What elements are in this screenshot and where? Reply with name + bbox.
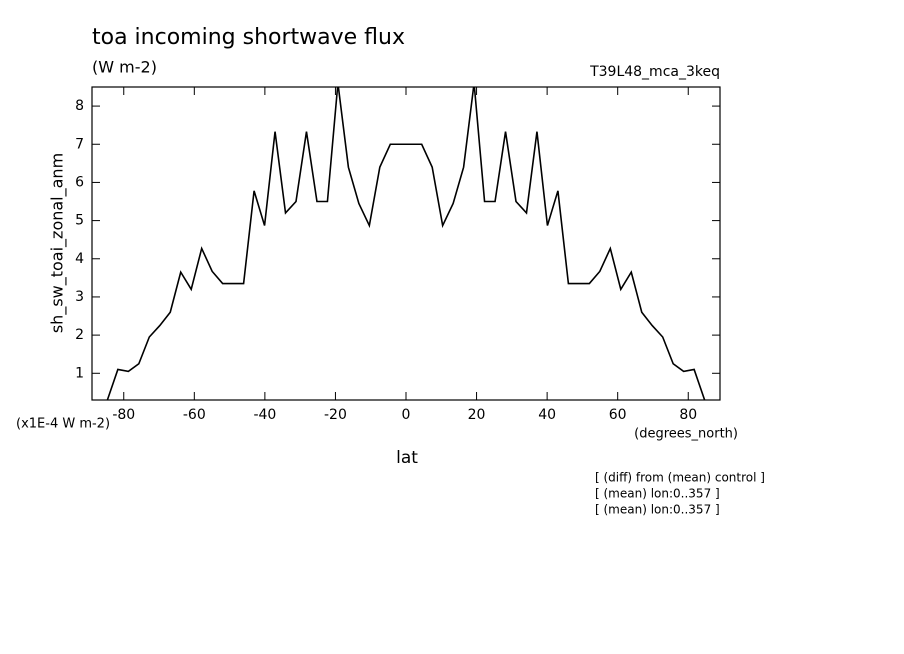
x-units: (degrees_north) <box>634 427 738 442</box>
subtitle: (W m-2) <box>92 58 157 77</box>
x-axis-label: lat <box>396 448 418 468</box>
x-tick-label: -40 <box>253 407 276 423</box>
data-line <box>106 87 706 400</box>
x-tick-label: 20 <box>468 407 486 423</box>
annotation: [ (mean) lon:0..357 ] <box>595 487 720 501</box>
x-tick-label: -60 <box>183 407 206 423</box>
run-label: T39L48_mca_3keq <box>589 64 720 80</box>
y-tick-label: 8 <box>75 98 84 114</box>
x-tick-label: 80 <box>679 407 697 423</box>
y-tick-label: 5 <box>75 213 84 229</box>
y-tick-label: 6 <box>75 174 84 190</box>
x-tick-label: 40 <box>538 407 556 423</box>
chart-title: toa incoming shortwave flux <box>92 25 405 50</box>
annotation: [ (mean) lon:0..357 ] <box>595 503 720 517</box>
x-tick-label: 60 <box>609 407 627 423</box>
y-scale-note: (x1E-4 W m-2) <box>16 417 110 432</box>
x-tick-label: -80 <box>112 407 135 423</box>
y-tick-label: 3 <box>75 289 84 305</box>
x-tick-label: 0 <box>402 407 411 423</box>
x-tick-label: -20 <box>324 407 347 423</box>
y-tick-label: 7 <box>75 136 84 152</box>
annotation: [ (diff) from (mean) control ] <box>595 471 765 485</box>
plot-frame <box>91 86 721 401</box>
y-axis-label: sh_sw_toai_zonal_anm <box>48 153 68 333</box>
y-tick-label: 4 <box>75 251 84 267</box>
y-tick-label: 1 <box>75 365 84 381</box>
y-tick-label: 2 <box>75 327 84 343</box>
